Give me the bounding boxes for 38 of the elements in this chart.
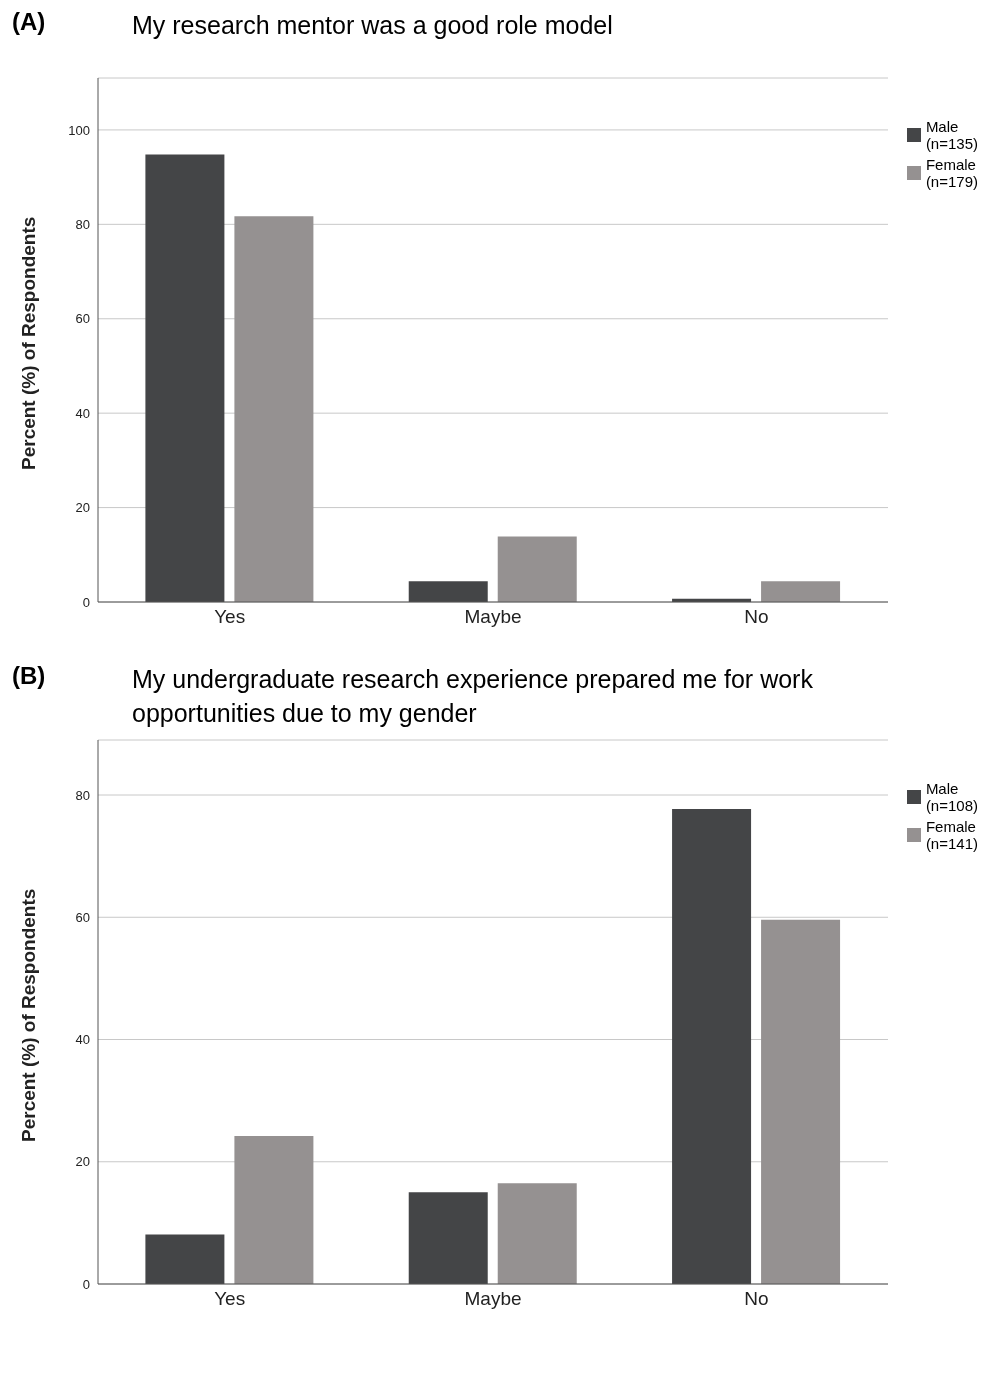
y-tick-label: 20	[75, 1154, 90, 1170]
y-tick-label: 60	[75, 311, 90, 327]
bar	[145, 1234, 225, 1284]
y-axis-title: Percent (%) of Respondents	[17, 888, 39, 1142]
bar	[497, 536, 577, 602]
y-tick-label: 20	[75, 500, 90, 516]
y-tick-label: 40	[75, 405, 90, 421]
bar	[408, 581, 488, 602]
text: (B)	[12, 662, 46, 689]
y-tick-label: 0	[82, 594, 90, 610]
x-tick-label: No	[744, 1288, 769, 1310]
legend-label: Female (n=179)	[925, 156, 978, 190]
bar	[761, 919, 841, 1284]
bar	[234, 1136, 314, 1284]
y-tick-label: 80	[75, 787, 90, 803]
y-axis-title: Percent (%) of Respondents	[17, 216, 39, 470]
bar	[234, 216, 314, 602]
y-tick-label: 100	[68, 122, 90, 138]
x-tick-label: Maybe	[464, 606, 522, 628]
text: (A)	[12, 8, 46, 35]
x-tick-label: Yes	[214, 1288, 246, 1310]
legend-label: Male (n=135)	[925, 118, 978, 152]
y-tick-label: 40	[75, 1032, 90, 1048]
x-tick-label: Maybe	[464, 1288, 522, 1310]
bar	[497, 1183, 577, 1284]
chart-title: My research mentor was a good role model	[132, 10, 614, 41]
legend-label: Male (n=108)	[925, 780, 978, 814]
y-tick-label: 0	[82, 1276, 90, 1292]
chart-title: My undergraduate research experience prepared me for work opportunities due to my gender	[132, 664, 814, 729]
legend-label: Female (n=141)	[925, 818, 978, 852]
x-tick-label: No	[744, 606, 769, 628]
bar	[145, 154, 225, 602]
bar	[672, 809, 752, 1284]
y-tick-label: 60	[75, 909, 90, 925]
y-tick-label: 80	[75, 216, 90, 232]
bar	[761, 581, 841, 602]
x-tick-label: Yes	[214, 606, 246, 628]
bar	[408, 1192, 488, 1284]
